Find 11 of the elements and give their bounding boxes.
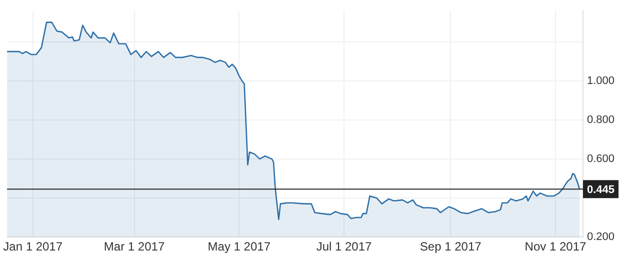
x-tick-label: May 1 2017	[208, 240, 271, 254]
x-tick-label: Sep 1 2017	[420, 240, 482, 254]
x-tick-label: Jan 1 2017	[3, 240, 63, 254]
ref-line-label: 0.445	[587, 184, 615, 196]
x-tick-label: Jul 1 2017	[316, 240, 372, 254]
y-tick-label: 0.800	[587, 114, 615, 126]
y-tick-label: 0.600	[587, 152, 615, 165]
y-tick-label: 1.000	[587, 74, 615, 87]
y-tick-label: 0.200	[587, 231, 615, 244]
x-tick-label: Mar 1 2017	[104, 240, 165, 254]
x-tick-label: Nov 1 2017	[524, 240, 586, 254]
